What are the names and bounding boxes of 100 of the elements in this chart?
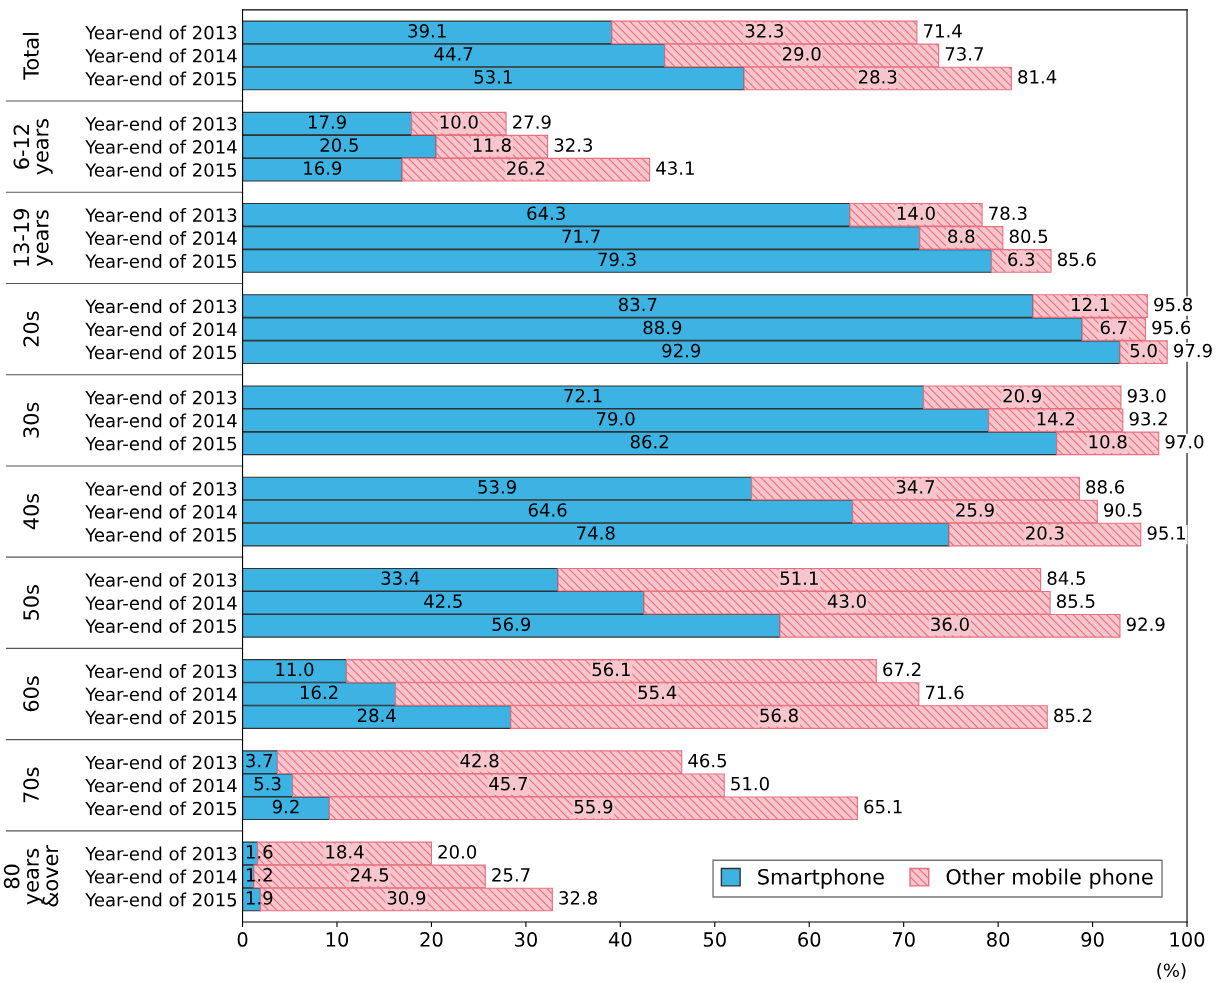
data-label: 16.2 — [300, 685, 338, 700]
data-label: 55.9 — [574, 799, 613, 814]
total-label: 32.3 — [554, 138, 593, 152]
y-tick-label: Year-end of 2015 — [85, 801, 237, 816]
data-label: 71.7 — [562, 229, 600, 243]
total-label: 27.9 — [513, 115, 551, 129]
data-label: 36.0 — [931, 617, 969, 632]
total-label: 73.7 — [945, 47, 983, 61]
data-label: 14.0 — [897, 206, 935, 221]
y-tick-label: Year-end of 2014 — [85, 48, 237, 63]
y-tick-label: Year-end of 2015 — [85, 892, 237, 907]
data-label: 11.8 — [473, 138, 511, 152]
x-tick-label: 20 — [420, 932, 443, 947]
data-label: 18.4 — [326, 844, 364, 859]
x-tick-label: 70 — [892, 932, 915, 947]
data-label: 51.1 — [780, 571, 818, 585]
y-tick-label: Year-end of 2015 — [85, 436, 237, 451]
total-label: 80.5 — [1009, 229, 1048, 244]
total-label: 85.2 — [1054, 708, 1092, 723]
y-tick-label: Year-end of 2014 — [85, 322, 237, 337]
y-tick-label: Year-end of 2013 — [85, 390, 237, 405]
total-label: 65.1 — [864, 799, 902, 814]
total-label: 97.9 — [1173, 343, 1212, 358]
y-tick-label: Year-end of 2015 — [85, 345, 237, 360]
y-tick-label: Year-end of 2014 — [85, 778, 237, 793]
data-label: 30.9 — [387, 891, 426, 905]
text: 60s — [23, 676, 39, 712]
total-label: 43.1 — [656, 161, 694, 175]
y-tick-label: Year-end of 2013 — [85, 25, 237, 40]
total-label: 90.5 — [1104, 503, 1142, 517]
data-label: 56.8 — [760, 708, 798, 723]
data-label: 20.3 — [1026, 526, 1064, 540]
total-label: 95.1 — [1147, 526, 1185, 540]
total-label: 88.6 — [1086, 480, 1125, 494]
data-label: 20.5 — [320, 138, 358, 152]
total-label: 71.6 — [925, 685, 964, 700]
y-tick-label: Year-end of 2015 — [85, 527, 237, 542]
data-label: 16.9 — [304, 161, 342, 175]
data-label: 24.5 — [350, 868, 389, 882]
text: 20s — [23, 311, 39, 347]
data-label: 5.3 — [254, 776, 281, 791]
y-tick-label: Year-end of 2014 — [85, 139, 237, 154]
data-label: 44.7 — [434, 47, 473, 61]
total-label: 93.0 — [1127, 388, 1166, 403]
total-label: 78.3 — [989, 206, 1027, 221]
text: 30s — [23, 402, 39, 438]
data-label: 10.0 — [440, 115, 478, 129]
text: 13-19 years — [13, 209, 53, 266]
data-label: 53.1 — [474, 70, 512, 84]
data-label: 9.2 — [272, 799, 299, 814]
total-label: 25.7 — [492, 868, 530, 882]
x-tick-label: 50 — [703, 932, 726, 947]
x-tick-label: 10 — [326, 932, 349, 947]
text: 40s — [23, 493, 39, 530]
y-tick-label: Year-end of 2015 — [85, 162, 237, 177]
data-label: 20.9 — [1003, 388, 1042, 403]
data-label: 92.9 — [662, 343, 701, 358]
legend-label: Smartphone — [758, 868, 884, 889]
y-tick-label: Year-end of 2015 — [85, 710, 237, 725]
y-tick-label: Year-end of 2014 — [85, 687, 237, 702]
total-label: 93.2 — [1129, 411, 1167, 426]
x-tick-label: 80 — [987, 932, 1010, 947]
x-tick-label: 40 — [608, 932, 632, 947]
data-label: 79.3 — [598, 252, 636, 267]
data-label: 74.8 — [577, 526, 615, 540]
y-tick-label: Year-end of 2015 — [85, 71, 237, 86]
data-label: 33.4 — [381, 571, 420, 585]
data-label: 86.2 — [630, 434, 668, 449]
y-tick-label: Year-end of 2013 — [85, 664, 237, 679]
data-label: 8.8 — [948, 229, 975, 244]
y-tick-label: Year-end of 2014 — [85, 595, 237, 610]
data-label: 64.3 — [527, 206, 565, 221]
data-label: 32.3 — [745, 23, 784, 38]
y-tick-label: Year-end of 2014 — [85, 231, 237, 245]
total-label: 46.5 — [688, 753, 727, 768]
data-label: 53.9 — [478, 480, 516, 494]
x-tick-label: 30 — [515, 932, 537, 947]
data-label: 6.3 — [1008, 252, 1035, 267]
data-label: 88.9 — [643, 320, 682, 335]
data-label: 56.1 — [592, 662, 630, 677]
data-label: 25.9 — [956, 503, 994, 517]
y-tick-label: Year-end of 2013 — [85, 299, 237, 314]
y-tick-label: Year-end of 2013 — [85, 755, 237, 770]
data-label: 10.8 — [1089, 434, 1127, 449]
total-label: 67.2 — [883, 662, 921, 677]
total-label: 51.0 — [731, 776, 769, 791]
data-label: 3.7 — [246, 753, 273, 768]
data-label: 43.0 — [827, 594, 866, 609]
y-tick-label: Year-end of 2013 — [85, 116, 237, 131]
data-label: 14.2 — [1037, 411, 1075, 426]
x-tick-label: 90 — [1081, 932, 1104, 947]
data-label: 12.1 — [1072, 297, 1109, 312]
total-label: 95.8 — [1154, 297, 1192, 312]
y-tick-label: Year-end of 2014 — [85, 869, 237, 884]
data-label: 11.0 — [276, 662, 314, 677]
data-label: 29.0 — [782, 47, 821, 61]
y-tick-label: Year-end of 2013 — [85, 572, 237, 587]
data-label: 26.2 — [507, 161, 545, 175]
y-tick-label: Year-end of 2014 — [85, 504, 237, 519]
total-label: 97.0 — [1165, 434, 1204, 449]
